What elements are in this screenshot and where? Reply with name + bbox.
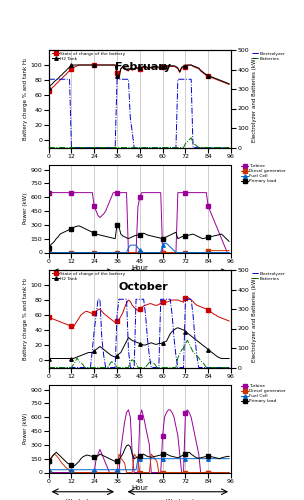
Text: Work days: Work days [66,498,99,500]
Y-axis label: Power (kW): Power (kW) [23,413,28,444]
Y-axis label: Battery charge % and tank H₂: Battery charge % and tank H₂ [23,58,28,140]
Text: October: October [119,282,168,292]
Text: Work days: Work days [66,278,99,283]
Legend: Electrolyzer, Batteries: Electrolyzer, Batteries [251,270,287,282]
Y-axis label: Electrolyzer and Batteries (kW): Electrolyzer and Batteries (kW) [252,276,257,362]
Text: Weekends: Weekends [166,498,198,500]
Legend: Turbine, Diesel generator, Fuel Cell, Primary load: Turbine, Diesel generator, Fuel Cell, Pr… [240,163,287,184]
Text: February: February [116,62,171,72]
Legend: Turbine, Diesel generator, Fuel Cell, Primary load: Turbine, Diesel generator, Fuel Cell, Pr… [240,383,287,404]
X-axis label: Hour: Hour [131,265,148,271]
Legend: Electrolyzer, Batteries: Electrolyzer, Batteries [251,50,287,62]
Y-axis label: Electrolyzer and Batteries (kW): Electrolyzer and Batteries (kW) [252,56,257,142]
X-axis label: Hour: Hour [131,485,148,491]
Y-axis label: Battery charge % and tank H₂: Battery charge % and tank H₂ [23,278,28,360]
Y-axis label: Power (kW): Power (kW) [23,193,28,224]
Text: Weekends: Weekends [166,278,198,283]
